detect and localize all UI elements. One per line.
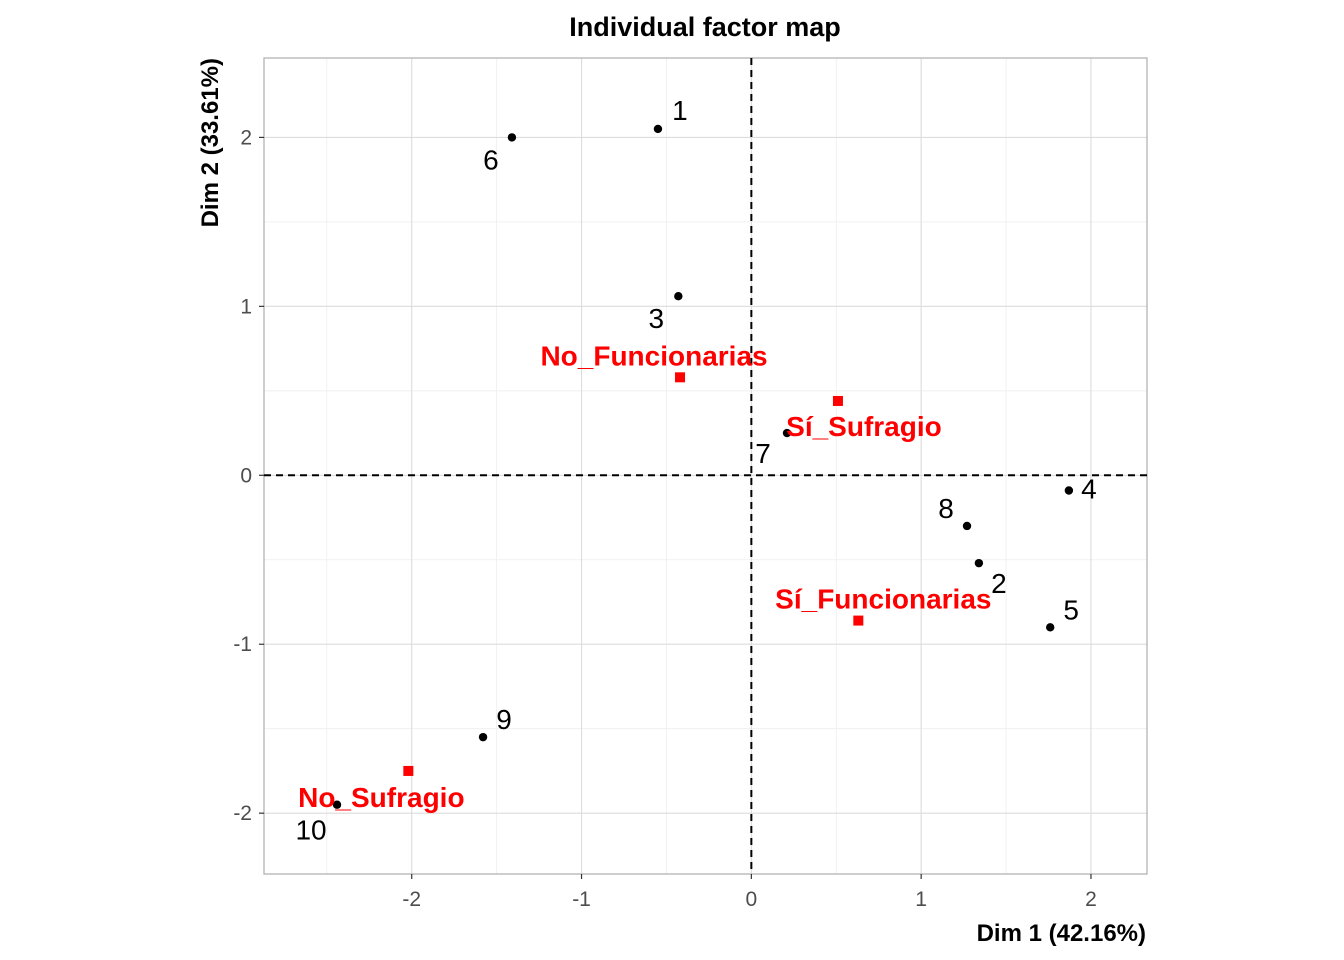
individual-label-10: 10 — [295, 815, 326, 846]
individual-point-10 — [332, 800, 342, 809]
x-tick-label: -2 — [402, 888, 421, 911]
individual-label-6: 6 — [483, 144, 499, 175]
category-label-no-funcionarias: No_Funcionarias — [540, 340, 767, 371]
reference-lines — [264, 58, 1147, 874]
individual-label-9: 9 — [496, 704, 512, 735]
category-label-si-sufragio: Sí_Sufragio — [786, 411, 942, 442]
tick-labels: -2 -1 0 1 2 -2 -1 0 1 2 — [233, 126, 1096, 911]
panel-border — [263, 57, 1148, 875]
category-point-si-funcionarias — [853, 615, 864, 626]
x-tick-label: 1 — [915, 888, 927, 911]
individual-point-7 — [782, 428, 792, 438]
y-tick-label: 2 — [240, 126, 252, 149]
individual-label-7: 7 — [755, 438, 771, 469]
individual-point-8 — [962, 521, 972, 531]
individual-point-4 — [1064, 486, 1074, 495]
category-point-no-sufragio — [403, 765, 414, 776]
category-label-no-sufragio: No_Sufragio — [298, 782, 464, 813]
x-axis-title: Dim 1 (42.16%) — [977, 920, 1146, 947]
y-tick-label: -2 — [233, 802, 252, 825]
y-tick-label: -1 — [233, 633, 252, 656]
chart-title: Individual factor map — [569, 12, 841, 42]
grid — [264, 58, 1147, 874]
x-tick-label: 0 — [746, 888, 758, 911]
individual-point-2 — [974, 558, 984, 568]
y-tick-label: 0 — [240, 464, 252, 487]
category-label-si-funcionarias: Sí_Funcionarias — [775, 584, 991, 615]
individual-label-1: 1 — [672, 95, 688, 126]
x-tick-label: -1 — [572, 888, 591, 911]
individual-point-5 — [1046, 623, 1055, 632]
data-marks — [332, 124, 1074, 809]
x-tick-label: 2 — [1085, 888, 1097, 911]
individual-label-5: 5 — [1063, 594, 1079, 625]
individual-label-2: 2 — [991, 568, 1007, 599]
data-labels: 1 2 3 4 5 6 7 8 9 10 No_Funcionarias Sí_Sufragio Sí_… — [295, 95, 1096, 846]
category-point-si-sufragio — [832, 395, 843, 406]
y-tick-label: 1 — [240, 295, 252, 318]
individual-point-1 — [653, 124, 663, 134]
individual-point-6 — [507, 133, 517, 142]
y-axis-title: Dim 2 (33.61%) — [197, 58, 224, 227]
individual-point-9 — [478, 732, 488, 742]
individual-point-3 — [674, 292, 683, 301]
category-point-no-funcionarias — [675, 372, 686, 383]
individual-label-8: 8 — [938, 493, 954, 524]
individual-label-3: 3 — [649, 303, 665, 334]
individual-label-4: 4 — [1081, 473, 1097, 504]
